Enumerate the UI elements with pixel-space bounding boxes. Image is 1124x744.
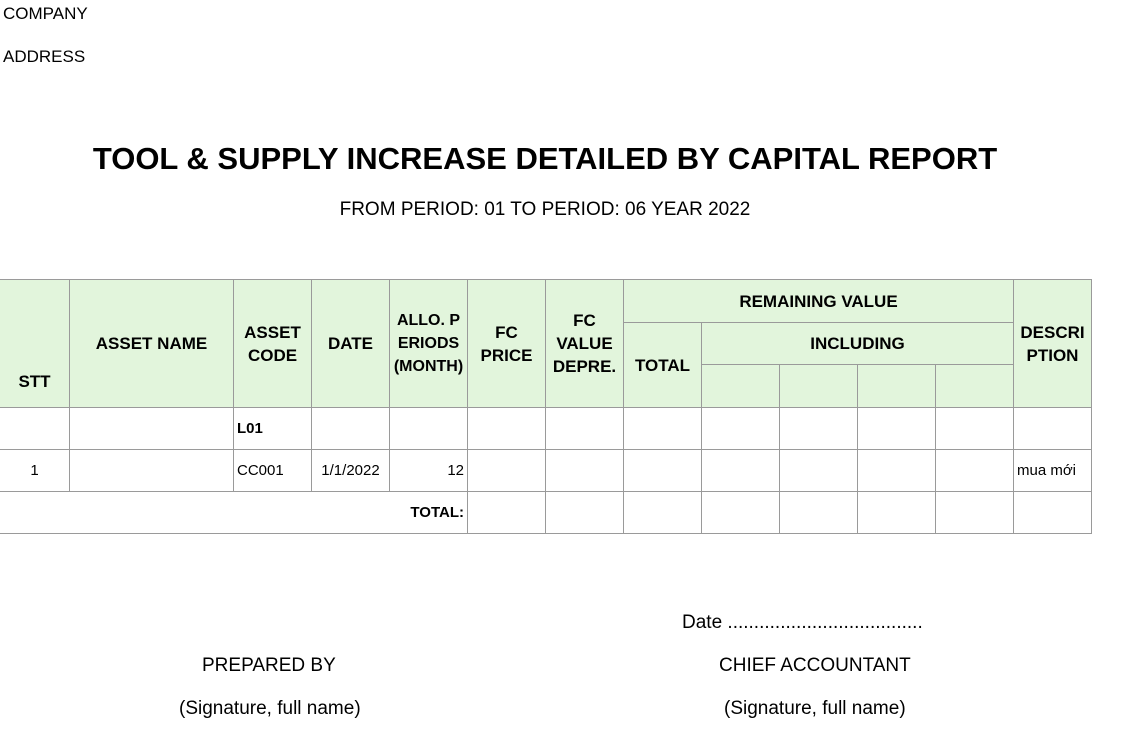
cell xyxy=(701,407,780,450)
cell xyxy=(935,407,1014,450)
cell xyxy=(701,491,780,534)
col-header-remaining-value: REMAINING VALUE xyxy=(623,279,1014,323)
date-line: Date ...................................… xyxy=(682,612,923,633)
cell xyxy=(467,491,546,534)
cell xyxy=(935,491,1014,534)
col-header-stt: STT xyxy=(0,279,70,408)
company-label: COMPANY xyxy=(3,4,88,23)
cell xyxy=(701,449,780,492)
col-header-asset-name: ASSET NAME xyxy=(69,279,234,408)
cell xyxy=(1013,491,1092,534)
signature-right: (Signature, full name) xyxy=(724,698,906,719)
asset-name-cell xyxy=(69,449,234,492)
cell xyxy=(857,449,936,492)
allo-periods-cell: 12 xyxy=(389,449,468,492)
cell xyxy=(779,449,858,492)
chief-accountant-label: CHIEF ACCOUNTANT xyxy=(719,655,911,676)
col-header-including-4 xyxy=(935,364,1014,408)
cell xyxy=(0,407,70,450)
report-subtitle: FROM PERIOD: 01 TO PERIOD: 06 YEAR 2022 xyxy=(339,199,751,220)
fc-value-depre-cell xyxy=(545,449,624,492)
cell xyxy=(389,407,468,450)
col-header-allo-periods: ALLO. PERIODS (MONTH) xyxy=(389,279,468,408)
col-header-asset-code: ASSET CODE xyxy=(233,279,312,408)
fc-price-cell xyxy=(467,449,546,492)
signature-left: (Signature, full name) xyxy=(179,698,361,719)
cell xyxy=(623,407,702,450)
cell xyxy=(545,491,624,534)
report-title: TOOL & SUPPLY INCREASE DETAILED BY CAPIT… xyxy=(92,141,998,176)
description-cell: mua mới xyxy=(1013,449,1092,492)
cell xyxy=(779,491,858,534)
col-header-description: DESCRIPTION xyxy=(1013,279,1092,408)
group-row: L01 xyxy=(0,407,1092,450)
cell xyxy=(935,449,1014,492)
col-header-total: TOTAL xyxy=(623,322,702,408)
cell xyxy=(1013,407,1092,450)
col-header-including: INCLUDING xyxy=(701,322,1014,365)
date-cell: 1/1/2022 xyxy=(311,449,390,492)
cell xyxy=(623,491,702,534)
cell xyxy=(857,407,936,450)
total-cell xyxy=(623,449,702,492)
prepared-by-label: PREPARED BY xyxy=(202,655,336,676)
cell xyxy=(311,407,390,450)
cell xyxy=(779,407,858,450)
col-header-date: DATE xyxy=(311,279,390,408)
address-label: ADDRESS xyxy=(3,47,86,66)
col-header-fc-price: FC PRICE xyxy=(467,279,546,408)
total-label: TOTAL: xyxy=(0,491,468,534)
group-code-cell: L01 xyxy=(233,407,312,450)
cell xyxy=(69,407,234,450)
col-header-including-3 xyxy=(857,364,936,408)
table-row: 1 CC001 1/1/2022 12 mua mới xyxy=(0,449,1092,492)
asset-code-cell: CC001 xyxy=(233,449,312,492)
cell xyxy=(467,407,546,450)
report-table: STT ASSET NAME ASSET CODE DATE ALLO. PER… xyxy=(0,279,1092,534)
cell xyxy=(857,491,936,534)
cell xyxy=(545,407,624,450)
total-row: TOTAL: xyxy=(0,491,1092,534)
col-header-including-1 xyxy=(701,364,780,408)
stt-cell: 1 xyxy=(0,449,70,492)
col-header-including-2 xyxy=(779,364,858,408)
col-header-fc-value-depre: FC VALUE DEPRE. xyxy=(545,279,624,408)
